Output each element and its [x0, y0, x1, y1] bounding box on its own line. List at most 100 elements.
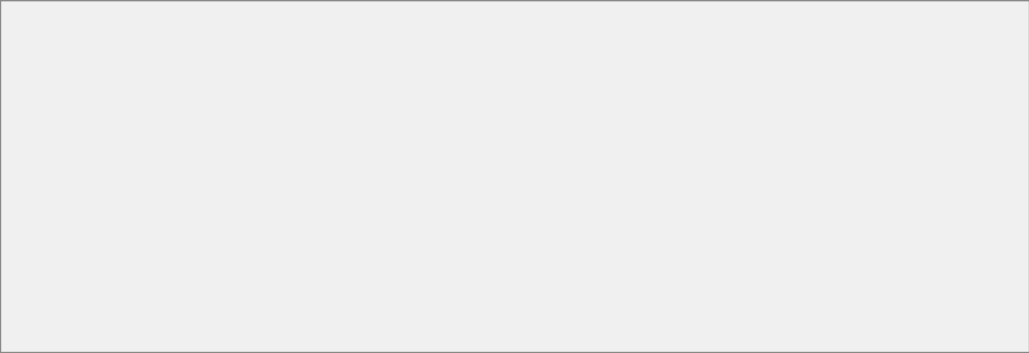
Text: ∨: ∨ — [595, 50, 602, 60]
Bar — [0, 108, 1029, 325]
Text: 36.8: 36.8 — [359, 279, 384, 289]
Bar — [0, 126, 1029, 144]
Text: Inkrement [-]: Inkrement [-] — [413, 225, 487, 235]
Text: Horizontale Achse: Horizontale Achse — [402, 94, 497, 103]
Bar — [755, 45, 775, 65]
Text: Bearbeiten: Bearbeiten — [62, 27, 123, 37]
Text: Kommentar: Kommentar — [782, 86, 843, 96]
Text: 2: 2 — [162, 202, 169, 212]
Bar — [622, 45, 636, 65]
Bar — [0, 68, 1029, 74]
Text: -37.34: -37.34 — [348, 166, 384, 176]
Text: 0.200: 0.200 — [242, 130, 274, 140]
Bar — [6, 47, 20, 63]
Bar — [364, 45, 382, 65]
Bar — [607, 45, 620, 65]
Text: 24.1: 24.1 — [359, 261, 384, 271]
Text: Berechnungsdiagramme: Berechnungsdiagramme — [192, 334, 345, 344]
Bar — [0, 239, 1029, 257]
Text: LK4: LK4 — [415, 50, 434, 60]
Text: 5: 5 — [92, 202, 99, 212]
Text: ∨: ∨ — [106, 50, 113, 60]
Text: 2: 2 — [92, 148, 99, 158]
Text: 4: 4 — [92, 184, 99, 194]
Bar — [1009, 1, 1027, 21]
Bar — [384, 45, 412, 65]
Text: 2: 2 — [92, 261, 99, 271]
Bar — [821, 45, 841, 65]
Text: Berechnungsdiagramme: Berechnungsdiagramme — [8, 5, 153, 18]
Text: Inkrement Inkrement [-] | Knoten - Globale Verformungen |u| (Knoten Nr. 43): Inkrement Inkrement [-] | Knoten - Globa… — [601, 225, 1001, 235]
Bar — [733, 45, 753, 65]
Text: -49.91: -49.91 — [348, 184, 384, 194]
Text: 4: 4 — [497, 297, 504, 307]
Bar — [526, 223, 578, 237]
Bar — [212, 328, 325, 350]
Text: My [kNm]: My [kNm] — [308, 112, 362, 122]
Text: 2: 2 — [162, 166, 169, 176]
Bar — [799, 45, 819, 65]
Bar — [4, 45, 126, 65]
Text: 5: 5 — [497, 202, 504, 212]
Text: ◄: ◄ — [133, 50, 139, 60]
Text: 0.600: 0.600 — [243, 166, 274, 176]
Text: 2: 2 — [497, 261, 504, 271]
Text: ∨: ∨ — [316, 50, 322, 60]
Text: 2: 2 — [162, 279, 169, 289]
Text: Übersicht: Übersicht — [180, 50, 229, 60]
Bar — [887, 45, 907, 65]
Text: Gehe zu: Gehe zu — [10, 27, 56, 37]
Text: Inkrement: Inkrement — [68, 80, 121, 90]
Text: 2: 2 — [162, 130, 169, 140]
Text: -24.84: -24.84 — [348, 148, 384, 158]
Text: [-]: [-] — [234, 94, 246, 103]
Bar — [0, 293, 1029, 311]
Bar — [0, 0, 1029, 22]
Text: 2: 2 — [162, 261, 169, 271]
Text: Vertikale Achse: Vertikale Achse — [294, 94, 376, 103]
Bar — [526, 110, 578, 124]
Text: Nr.: Nr. — [157, 94, 172, 103]
Bar — [163, 47, 177, 63]
Text: 3: 3 — [497, 166, 504, 176]
Text: 1.000: 1.000 — [243, 315, 274, 325]
Text: 2: 2 — [162, 184, 169, 194]
Text: Zusammenfassung: Zusammenfassung — [99, 334, 206, 344]
Bar — [689, 45, 709, 65]
Bar — [865, 45, 885, 65]
Text: |u| [mm]: |u| [mm] — [311, 225, 359, 235]
Text: 4: 4 — [92, 297, 99, 307]
Text: Wert an: Wert an — [315, 80, 355, 90]
Text: 0.800: 0.800 — [242, 297, 274, 307]
Bar — [0, 42, 1029, 68]
Text: 0.400: 0.400 — [242, 261, 274, 271]
Bar — [667, 45, 687, 65]
Bar — [0, 108, 1029, 126]
Text: Einstellungen: Einstellungen — [248, 27, 324, 37]
Text: »: » — [1014, 50, 1021, 60]
Bar — [0, 325, 1029, 353]
Bar — [0, 257, 1029, 275]
Text: 3: 3 — [92, 166, 99, 176]
Text: 1: 1 — [92, 243, 99, 253]
Text: |◀: |◀ — [5, 334, 16, 344]
Text: Ansicht: Ansicht — [192, 27, 234, 37]
Text: -12.39: -12.39 — [348, 130, 384, 140]
Text: ◄: ◄ — [335, 50, 343, 60]
Text: Wert an: Wert an — [430, 80, 470, 90]
Text: Inkrement [-]: Inkrement [-] — [413, 112, 487, 122]
Text: 1.35 * LF1 + 1.50 * LF...: 1.35 * LF1 + 1.50 * LF... — [440, 50, 563, 60]
Bar — [161, 45, 329, 65]
Bar — [144, 45, 158, 65]
Text: 5: 5 — [497, 315, 504, 325]
Text: Iteration: Iteration — [143, 80, 187, 90]
Text: 1: 1 — [92, 130, 99, 140]
Bar — [0, 198, 1029, 216]
Bar — [777, 45, 797, 65]
Bar — [645, 45, 665, 65]
Bar — [843, 45, 863, 65]
Text: 11.9: 11.9 — [359, 243, 384, 253]
Text: 0.800: 0.800 — [242, 184, 274, 194]
Bar — [96, 328, 209, 350]
Text: 2: 2 — [497, 148, 504, 158]
